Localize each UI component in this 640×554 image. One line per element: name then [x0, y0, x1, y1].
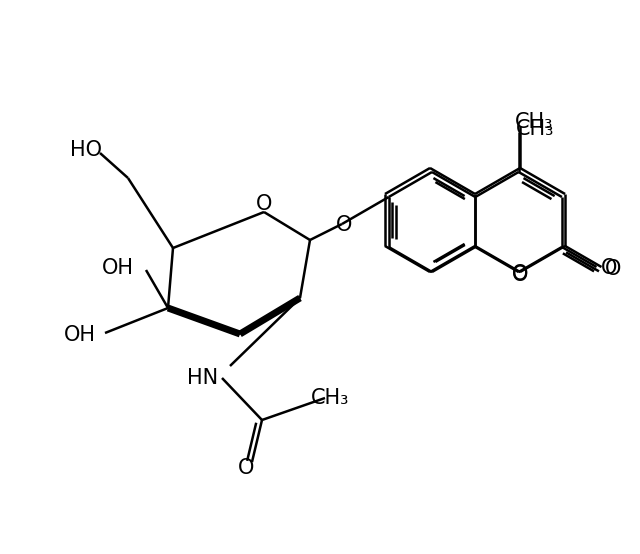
Text: HO: HO: [70, 140, 102, 160]
Text: OH: OH: [64, 325, 96, 345]
Text: O: O: [512, 265, 528, 285]
Text: O: O: [605, 259, 621, 279]
Text: O: O: [256, 194, 272, 214]
Text: O: O: [238, 458, 254, 478]
Text: O: O: [336, 215, 352, 235]
Text: CH₃: CH₃: [515, 112, 553, 132]
Text: O: O: [602, 258, 618, 278]
Text: OH: OH: [102, 258, 134, 278]
Text: CH₃: CH₃: [311, 388, 349, 408]
Text: CH₃: CH₃: [515, 119, 554, 139]
Text: O: O: [511, 264, 528, 284]
Text: HN: HN: [188, 368, 219, 388]
